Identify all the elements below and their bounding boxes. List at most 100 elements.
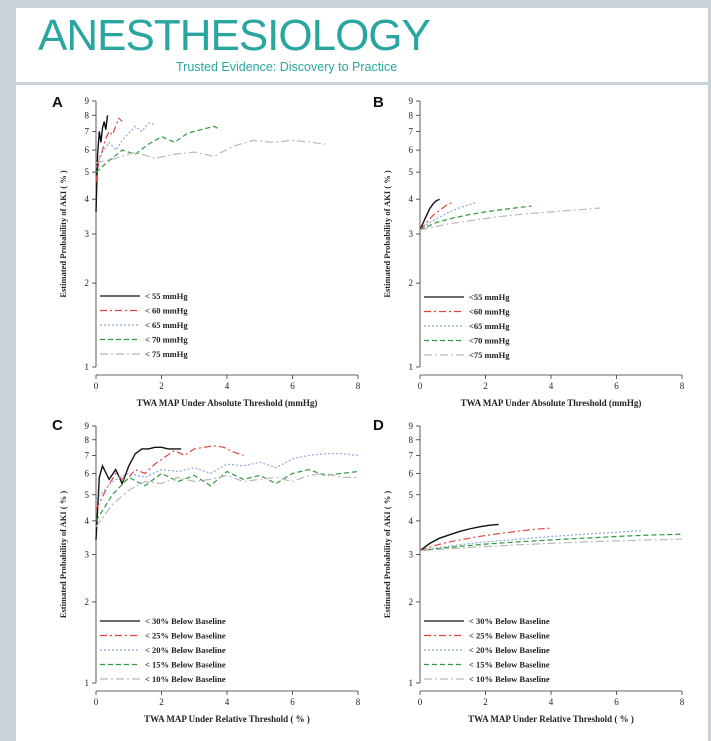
y-tick-label: 4 xyxy=(85,516,90,526)
x-tick-label: 0 xyxy=(94,381,99,391)
legend-label: < 10% Below Baseline xyxy=(469,674,550,684)
y-tick-label: 5 xyxy=(85,490,90,500)
y-tick-label: 3 xyxy=(409,550,414,560)
x-tick-label: 8 xyxy=(356,381,361,391)
y-tick-label: 7 xyxy=(85,450,90,460)
y-tick-label: 2 xyxy=(409,597,414,607)
y-tick-label: 1 xyxy=(409,678,414,688)
x-tick-label: 4 xyxy=(225,697,230,707)
series-line xyxy=(419,198,440,231)
chart-panel-a: A 1 2 3 4 5 6 7 8 9 0 2 4 6 8 TWA MAP Under Absolute Th… xyxy=(52,94,361,408)
y-tick-label: 6 xyxy=(85,468,90,478)
legend-label: <75 mmHg xyxy=(469,350,510,360)
series-line xyxy=(95,453,359,500)
y-tick-label: 2 xyxy=(85,278,90,288)
x-axis-title: TWA MAP Under Relative Threshold ( % ) xyxy=(144,714,310,724)
series-line xyxy=(419,205,532,231)
y-axis-title: Estimated Probability of AKI ( % ) xyxy=(58,170,68,298)
y-tick-label: 6 xyxy=(409,468,414,478)
y-tick-label: 6 xyxy=(85,145,90,155)
x-tick-label: 2 xyxy=(483,381,488,391)
legend-label: < 75 mmHg xyxy=(145,349,188,359)
legend-label: <60 mmHg xyxy=(469,307,510,317)
series-line xyxy=(419,527,552,552)
y-tick-label: 5 xyxy=(85,167,90,177)
y-tick-label: 9 xyxy=(85,96,90,106)
legend-label: < 25% Below Baseline xyxy=(145,631,226,641)
y-tick-label: 5 xyxy=(409,167,414,177)
x-tick-label: 8 xyxy=(680,697,685,707)
y-tick-label: 6 xyxy=(409,145,414,155)
y-tick-label: 8 xyxy=(85,435,90,445)
series-line xyxy=(95,122,156,168)
panel-label: D xyxy=(373,417,384,434)
y-tick-label: 4 xyxy=(85,194,90,204)
series-line xyxy=(419,538,683,552)
series-line xyxy=(419,202,476,231)
y-tick-label: 8 xyxy=(409,435,414,445)
chart-panel-c: C 1 2 3 4 5 6 7 8 9 0 2 4 6 8 TWA MAP Under Relative Th… xyxy=(52,417,361,724)
x-axis-title: TWA MAP Under Absolute Threshold (mmHg) xyxy=(461,398,642,408)
y-tick-label: 7 xyxy=(409,450,414,460)
legend-label: < 55 mmHg xyxy=(145,291,188,301)
series-line xyxy=(95,125,221,173)
series-line xyxy=(419,523,499,552)
series-line xyxy=(95,468,359,522)
journal-tagline: Trusted Evidence: Discovery to Practice xyxy=(176,60,398,74)
legend-label: < 30% Below Baseline xyxy=(145,616,226,626)
series-line xyxy=(419,530,643,552)
x-tick-label: 0 xyxy=(418,697,423,707)
y-tick-label: 3 xyxy=(409,229,414,239)
y-tick-label: 2 xyxy=(409,278,414,288)
y-axis-title: Estimated Probability of AKI ( % ) xyxy=(58,491,68,619)
panel-label: B xyxy=(373,94,384,111)
x-tick-label: 4 xyxy=(225,381,230,391)
x-tick-label: 2 xyxy=(159,381,164,391)
y-tick-label: 2 xyxy=(85,597,90,607)
y-tick-label: 9 xyxy=(409,96,414,106)
legend-label: < 10% Below Baseline xyxy=(145,674,226,684)
chart-panel-b: B 1 2 3 4 5 6 7 8 9 0 2 4 6 8 TWA MAP Under Absolute Th… xyxy=(373,94,685,408)
y-tick-label: 1 xyxy=(85,678,90,688)
y-tick-label: 8 xyxy=(409,110,414,120)
x-tick-label: 4 xyxy=(549,381,554,391)
x-axis-title: TWA MAP Under Absolute Threshold (mmHg) xyxy=(137,398,318,408)
x-tick-label: 2 xyxy=(159,697,164,707)
x-tick-label: 8 xyxy=(356,697,361,707)
chart-panel-d: D 1 2 3 4 5 6 7 8 9 0 2 4 6 8 TWA MAP Under Relative Th… xyxy=(373,417,685,724)
x-tick-label: 8 xyxy=(680,381,685,391)
y-axis-title: Estimated Probability of AKI ( % ) xyxy=(382,170,392,298)
x-tick-label: 6 xyxy=(614,697,619,707)
legend-label: < 20% Below Baseline xyxy=(469,645,550,655)
y-tick-label: 4 xyxy=(409,516,414,526)
panel-label: A xyxy=(52,94,63,111)
y-axis-title: Estimated Probability of AKI ( % ) xyxy=(382,491,392,619)
series-line xyxy=(95,117,123,183)
panel-label: C xyxy=(52,417,63,434)
legend-label: <65 mmHg xyxy=(469,321,510,331)
series-line xyxy=(95,472,358,528)
legend-label: < 65 mmHg xyxy=(145,320,188,330)
legend-label: < 20% Below Baseline xyxy=(145,645,226,655)
series-line xyxy=(95,139,326,164)
legend-label: < 60 mmHg xyxy=(145,306,188,316)
x-tick-label: 6 xyxy=(290,697,295,707)
legend-label: < 25% Below Baseline xyxy=(469,631,550,641)
x-tick-label: 6 xyxy=(614,381,619,391)
journal-header: ANESTHESIOLOGY Trusted Evidence: Discove… xyxy=(16,8,708,85)
journal-title: ANESTHESIOLOGY xyxy=(38,11,431,60)
legend-label: <55 mmHg xyxy=(469,292,510,302)
series-line xyxy=(419,533,683,552)
y-tick-label: 1 xyxy=(409,362,414,372)
x-tick-label: 2 xyxy=(483,697,488,707)
legend-label: < 70 mmHg xyxy=(145,335,188,345)
x-tick-label: 4 xyxy=(549,697,554,707)
x-tick-label: 0 xyxy=(94,697,99,707)
legend-label: <70 mmHg xyxy=(469,336,510,346)
x-tick-label: 0 xyxy=(418,381,423,391)
series-line xyxy=(419,207,601,231)
y-tick-label: 7 xyxy=(85,126,90,136)
legend-label: < 30% Below Baseline xyxy=(469,616,550,626)
y-tick-label: 9 xyxy=(409,421,414,431)
